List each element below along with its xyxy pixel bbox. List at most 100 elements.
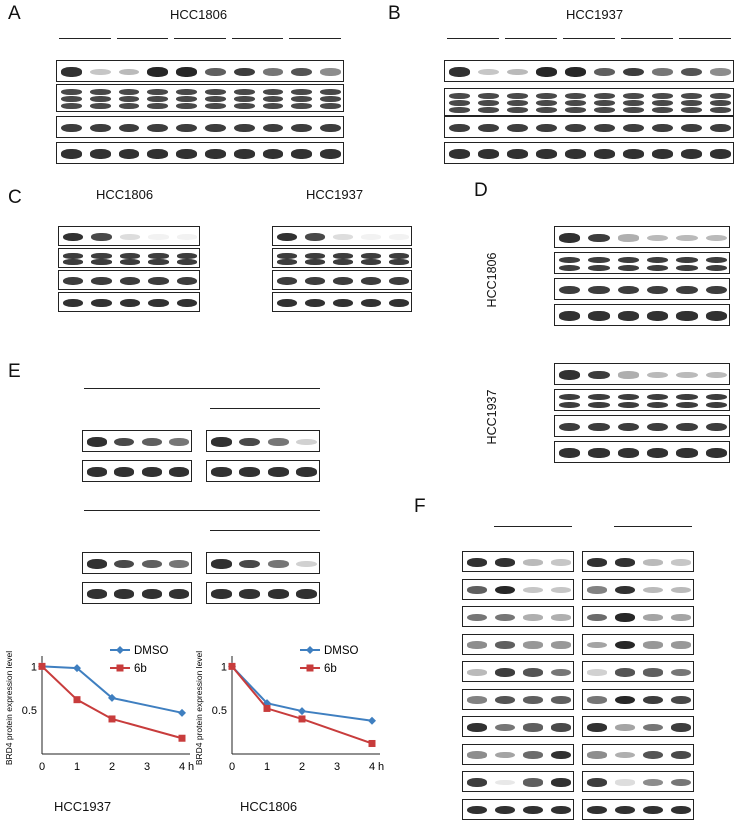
blot-band xyxy=(522,695,544,704)
blot-band xyxy=(710,107,731,113)
blot-band xyxy=(320,149,341,159)
blot-band xyxy=(588,422,610,432)
blot-band xyxy=(169,589,190,599)
blot-band xyxy=(89,123,111,133)
blot-band xyxy=(89,96,111,102)
blot-band xyxy=(176,96,197,102)
blot-band xyxy=(586,641,608,649)
panel-a-blot-brd4 xyxy=(56,60,344,82)
blot-band xyxy=(276,232,298,242)
blot-band xyxy=(478,123,499,133)
panel-f-blot-right-p21 xyxy=(582,771,694,792)
point-6b xyxy=(38,662,46,670)
blot-band xyxy=(681,107,702,113)
blot-band xyxy=(522,641,544,649)
blot-band xyxy=(388,259,410,266)
blot-band xyxy=(176,103,197,109)
x-tick-label: 1 xyxy=(74,761,80,773)
blot-band xyxy=(652,100,673,106)
blot-band xyxy=(494,668,516,677)
panel-a-blot-brd3 xyxy=(56,84,344,112)
blot-band xyxy=(588,311,610,321)
blot-band xyxy=(588,264,610,271)
x-tick-label: 1 xyxy=(264,761,270,773)
blot-band xyxy=(623,93,644,99)
panel-c-left-blot-brd2 xyxy=(58,270,200,290)
blot-band xyxy=(276,259,298,266)
blot-band xyxy=(62,232,84,242)
blot-band xyxy=(89,149,111,159)
blot-band xyxy=(676,285,698,295)
panel-f-blot-left-bim xyxy=(462,716,574,737)
blot-band xyxy=(670,723,692,732)
blot-band xyxy=(623,100,644,106)
blot-band xyxy=(559,448,581,458)
panel-d-top-blot-brd2 xyxy=(554,278,730,300)
point-dmso xyxy=(368,716,376,725)
blot-band xyxy=(536,93,557,99)
panel-b-compound-underline xyxy=(679,38,731,39)
blot-band xyxy=(586,558,608,567)
blot-band xyxy=(705,257,727,264)
blot-band xyxy=(176,259,197,266)
blot-band xyxy=(360,252,382,259)
blot-band xyxy=(705,285,727,295)
point-6b xyxy=(108,715,116,723)
blot-band xyxy=(550,695,572,704)
panel-e-title-underline xyxy=(84,388,320,389)
blot-band xyxy=(642,778,664,787)
blot-band xyxy=(147,123,169,133)
panel-f-blot-left-klf5 xyxy=(462,578,574,600)
blot-band xyxy=(586,723,608,732)
panel-c-letter: C xyxy=(8,187,22,208)
blot-band xyxy=(617,422,639,432)
blot-band xyxy=(586,669,608,676)
blot-band xyxy=(522,586,544,594)
blot-band xyxy=(550,641,572,649)
blot-band xyxy=(550,586,572,594)
blot-band xyxy=(320,103,341,109)
blot-band xyxy=(61,89,82,95)
blot-band xyxy=(494,723,516,732)
blot-band xyxy=(647,371,669,379)
blot-band xyxy=(176,123,197,133)
blot-band xyxy=(62,259,84,266)
blot-band xyxy=(118,68,140,76)
blot-band xyxy=(536,67,557,77)
blot-band xyxy=(559,370,581,380)
blot-band xyxy=(550,668,572,677)
blot-band xyxy=(205,89,226,95)
blot-band xyxy=(676,371,698,379)
blot-band xyxy=(710,100,731,106)
blot-band xyxy=(210,467,232,477)
blot-band xyxy=(148,252,169,259)
blot-band xyxy=(466,778,488,787)
chart-hcc1937: 0 1 2 3 4 h 0.5 1 BRD4 protein expression level D… xyxy=(4,645,194,773)
blot-band xyxy=(588,448,610,458)
blot-band xyxy=(565,123,586,133)
blot-band xyxy=(176,89,197,95)
blot-band xyxy=(676,264,698,271)
blot-band xyxy=(617,234,639,242)
blot-band xyxy=(710,123,731,133)
blot-band xyxy=(522,805,544,815)
panel-c-right-blot-brd4 xyxy=(272,226,412,246)
blot-band xyxy=(114,437,135,447)
blot-band xyxy=(670,614,692,621)
blot-band xyxy=(466,723,488,732)
blot-band xyxy=(262,96,284,102)
blot-band xyxy=(147,96,169,102)
blot-band xyxy=(388,298,410,308)
y-tick-label: 1 xyxy=(31,661,37,673)
legend-label-dmso: DMSO xyxy=(134,645,169,657)
blot-band xyxy=(148,234,169,240)
panel-e-blot-left-gapdh xyxy=(82,460,192,482)
blot-band xyxy=(61,96,82,102)
blot-band xyxy=(267,559,289,568)
blot-band xyxy=(647,401,669,408)
blot-band xyxy=(586,805,608,815)
blot-band xyxy=(86,559,107,569)
blot-band xyxy=(91,276,112,286)
legend-marker-6b xyxy=(306,664,314,672)
panel-b-blot-brd3 xyxy=(444,88,734,116)
